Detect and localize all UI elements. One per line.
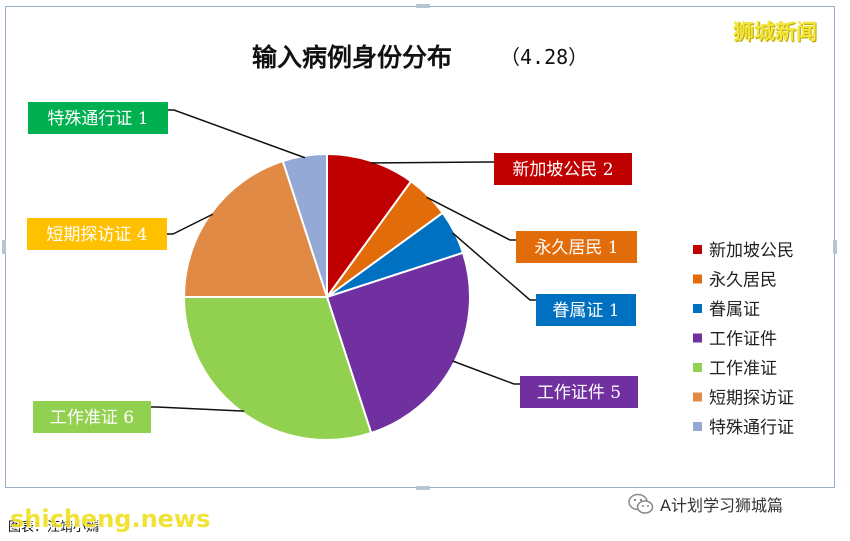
resize-handle-left[interactable] (2, 240, 6, 254)
pie-slice-5 (182, 296, 373, 441)
data-label-box-3 (536, 294, 636, 326)
data-label-5: 工作准证 6 (33, 401, 151, 433)
data-label-text-4: 工作证件 5 (537, 383, 621, 403)
leader-line-7 (168, 109, 306, 159)
legend-item-5: 工作准证 (693, 359, 777, 379)
data-label-box-2 (516, 231, 637, 263)
legend-label-2: 永久居民 (709, 271, 777, 291)
data-label-text-7: 特殊通行证 1 (47, 109, 148, 129)
leader-line-5 (151, 406, 245, 412)
leader-line-3 (452, 232, 536, 301)
data-label-text-3: 眷属证 1 (552, 301, 619, 321)
data-label-text-2: 永久居民 1 (534, 238, 618, 258)
pie-slice-1 (326, 152, 413, 301)
legend-item-1: 新加坡公民 (693, 241, 794, 261)
legend-swatch-6 (693, 392, 702, 402)
data-label-box-4 (520, 376, 638, 408)
legend-item-6: 短期探访证 (693, 389, 794, 409)
legend-item-2: 永久居民 (693, 271, 777, 291)
legend-item-7: 特殊通行证 (693, 418, 794, 438)
data-label-box-5 (33, 401, 151, 433)
pie-slice-6 (182, 159, 329, 298)
chart-title: 输入病例身份分布 (252, 43, 452, 72)
wechat-icon (628, 493, 654, 515)
account-watermark: A计划学习狮城篇 (628, 492, 783, 516)
resize-handle-right[interactable] (833, 240, 837, 254)
leader-line-1 (370, 161, 494, 164)
resize-handle-bottom[interactable] (416, 486, 430, 490)
data-label-box-7 (28, 102, 168, 134)
legend-label-6: 短期探访证 (709, 389, 794, 409)
leader-lines (151, 109, 536, 412)
account-name: A计划学习狮城篇 (660, 496, 783, 515)
data-label-box-6 (27, 218, 167, 250)
legend-label-4: 工作证件 (709, 330, 777, 350)
legend-label-3: 眷属证 (709, 300, 760, 320)
data-label-6: 短期探访证 4 (27, 218, 167, 250)
legend-label-1: 新加坡公民 (709, 241, 794, 261)
site-watermark: shicheng.news (10, 505, 211, 533)
leader-line-4 (452, 360, 520, 385)
legend-swatch-4 (693, 333, 702, 343)
data-label-1: 新加坡公民 2 (494, 153, 632, 185)
legend-label-5: 工作准证 (709, 359, 777, 379)
chart-source: 图表：汪靖小嫣 (8, 520, 100, 535)
data-label-4: 工作证件 5 (520, 376, 638, 408)
data-label-7: 特殊通行证 1 (28, 102, 168, 134)
pie-slices (182, 152, 471, 441)
legend-label-7: 特殊通行证 (709, 418, 794, 438)
chart-title-date: （4.28） (500, 45, 588, 69)
legend-swatch-5 (693, 363, 702, 372)
legend-swatch-1 (693, 245, 702, 254)
pie-slice-7 (281, 152, 328, 298)
data-label-3: 眷属证 1 (536, 294, 636, 326)
data-labels: 新加坡公民 2 永久居民 1 眷属证 1 工作证件 5 工作准证 6 短期探访证 4 特殊通… (27, 102, 638, 433)
data-label-box-1 (494, 153, 632, 185)
data-label-text-1: 新加坡公民 2 (512, 160, 613, 180)
data-label-text-5: 工作准证 6 (50, 408, 134, 428)
resize-handle-top[interactable] (416, 4, 430, 8)
leader-line-6 (167, 213, 214, 235)
data-label-2: 永久居民 1 (516, 231, 637, 263)
legend-item-4: 工作证件 (693, 330, 777, 350)
data-label-text-6: 短期探访证 4 (46, 225, 147, 245)
legend-swatch-3 (693, 304, 702, 313)
legend-swatch-7 (693, 422, 702, 431)
leader-line-2 (426, 196, 516, 241)
legend-swatch-2 (693, 274, 702, 284)
brand-watermark: 狮城新闻 (733, 20, 817, 44)
legend-item-3: 眷属证 (693, 300, 760, 320)
